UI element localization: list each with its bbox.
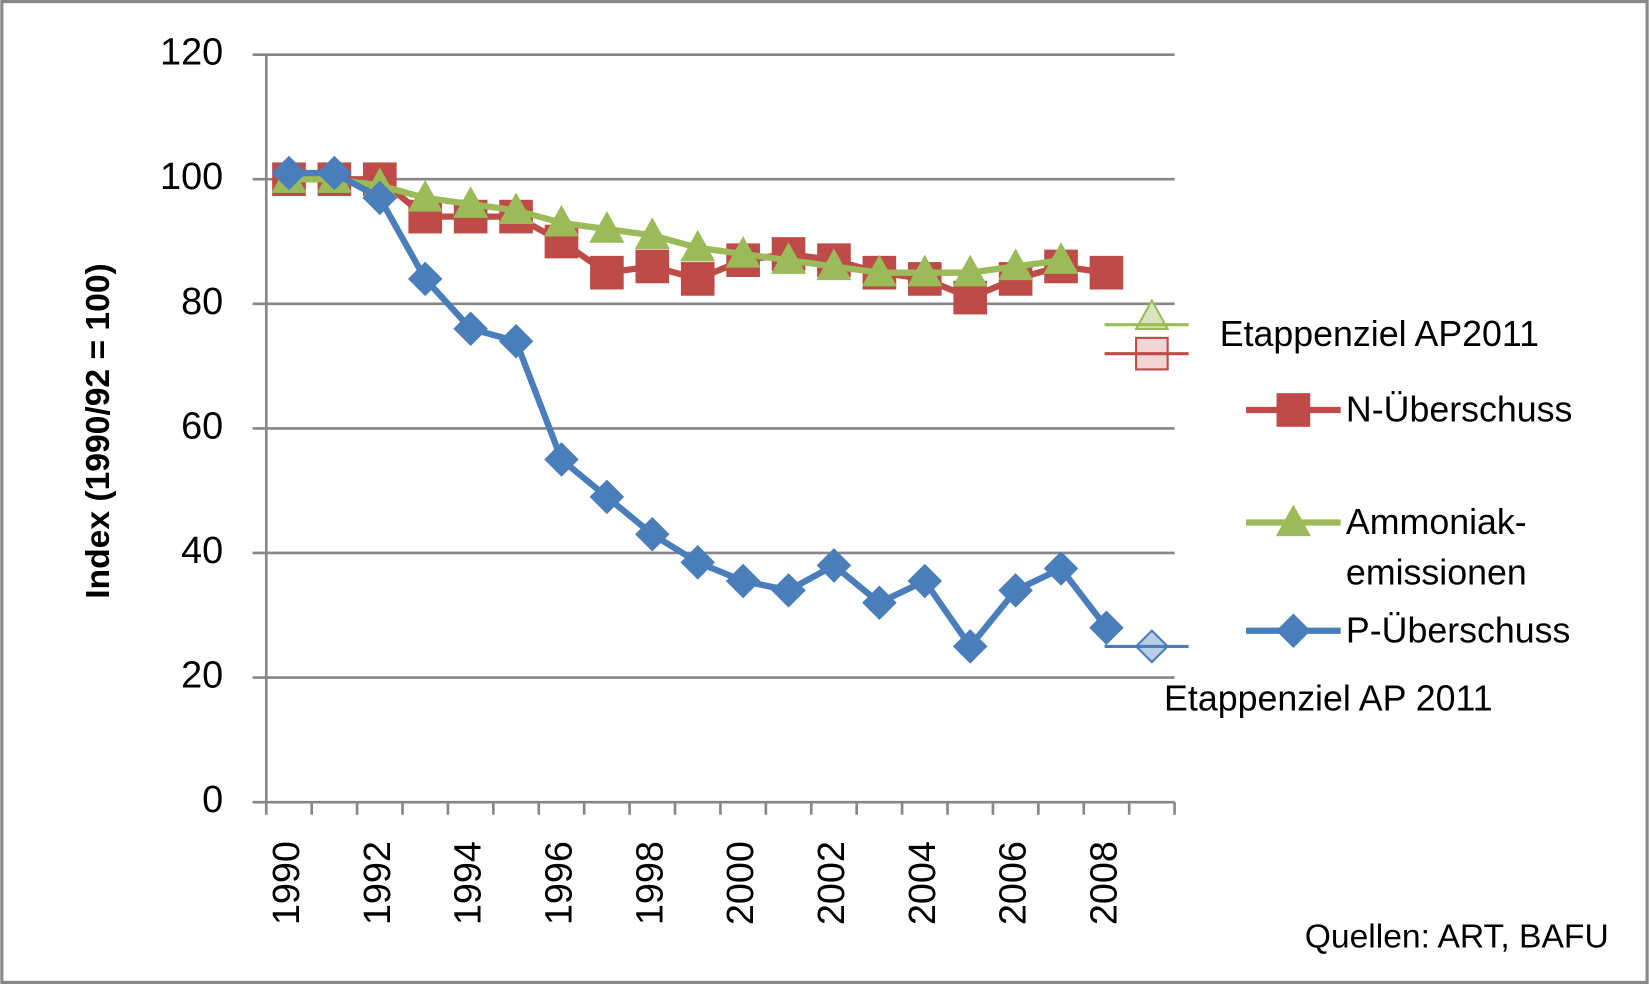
data-point — [1043, 242, 1079, 274]
data-point — [862, 585, 897, 621]
data-point — [952, 254, 988, 287]
x-tick-label: 1998 — [629, 841, 671, 925]
data-point — [635, 249, 670, 284]
data-point — [407, 179, 443, 212]
x-tick-label: 2006 — [993, 841, 1035, 925]
x-tick-label: 2008 — [1083, 841, 1125, 925]
legend-entry: Ammoniak-emissionen — [1345, 502, 1527, 593]
legend-entry: N-Überschuss — [1345, 390, 1573, 430]
legend-marker — [1275, 504, 1311, 537]
data-point — [680, 262, 715, 296]
data-point — [907, 254, 943, 287]
data-point — [362, 180, 398, 216]
data-point — [498, 323, 534, 359]
data-point — [1043, 551, 1079, 586]
data-point — [407, 261, 443, 297]
y-tick-label: 100 — [160, 156, 223, 198]
data-point — [1089, 255, 1124, 290]
data-point — [635, 517, 670, 552]
legend-marker — [1276, 393, 1311, 427]
x-tick-label: 2004 — [902, 841, 944, 925]
data-point — [544, 442, 579, 477]
source-note: Quellen: ART, BAFU — [1305, 919, 1609, 956]
data-point — [816, 248, 852, 281]
annotation: Etappenziel AP2011 — [1220, 314, 1539, 354]
data-point — [725, 236, 761, 268]
data-point — [771, 573, 806, 608]
y-axis-label: Index (1990/92 = 100) — [80, 263, 117, 599]
data-point — [907, 563, 943, 599]
data-point — [816, 548, 852, 583]
data-point — [317, 155, 352, 191]
data-point — [952, 629, 988, 664]
legend-label: P-Überschuss — [1345, 610, 1571, 651]
x-tick-label: 1996 — [538, 841, 580, 925]
data-point — [453, 311, 488, 346]
data-point — [498, 192, 534, 225]
data-point — [998, 248, 1034, 281]
x-tick-label: 1990 — [266, 841, 308, 925]
data-point — [589, 479, 625, 515]
data-point — [589, 211, 625, 243]
legend-label: Ammoniak-emissionen — [1345, 502, 1527, 593]
annotation: Etappenziel AP 2011 — [1164, 679, 1493, 719]
data-point — [725, 563, 761, 599]
legend-label: N-Überschuss — [1345, 390, 1573, 430]
x-tick-label: 2002 — [811, 841, 853, 925]
data-point — [861, 254, 897, 287]
legend-marker — [1276, 613, 1311, 649]
x-tick-label: 1992 — [357, 841, 399, 925]
y-tick-label: 0 — [202, 779, 223, 821]
y-tick-label: 120 — [160, 32, 223, 74]
data-point — [680, 545, 715, 580]
y-tick-label: 60 — [181, 405, 223, 447]
data-point — [453, 186, 489, 218]
data-point — [680, 229, 716, 262]
legend-entry: P-Überschuss — [1345, 610, 1571, 651]
data-point — [271, 155, 307, 191]
x-tick-label: 1994 — [448, 841, 490, 925]
x-tick-label: 2000 — [720, 841, 762, 925]
data-point — [590, 255, 624, 290]
target-marker — [1134, 298, 1170, 330]
data-point — [1089, 610, 1124, 645]
y-tick-label: 40 — [181, 530, 223, 572]
data-point — [634, 217, 670, 249]
y-tick-label: 80 — [181, 281, 223, 323]
data-point — [770, 242, 807, 274]
data-point — [998, 573, 1033, 608]
data-point — [953, 280, 988, 315]
y-tick-label: 20 — [181, 655, 223, 697]
data-point — [543, 204, 580, 237]
